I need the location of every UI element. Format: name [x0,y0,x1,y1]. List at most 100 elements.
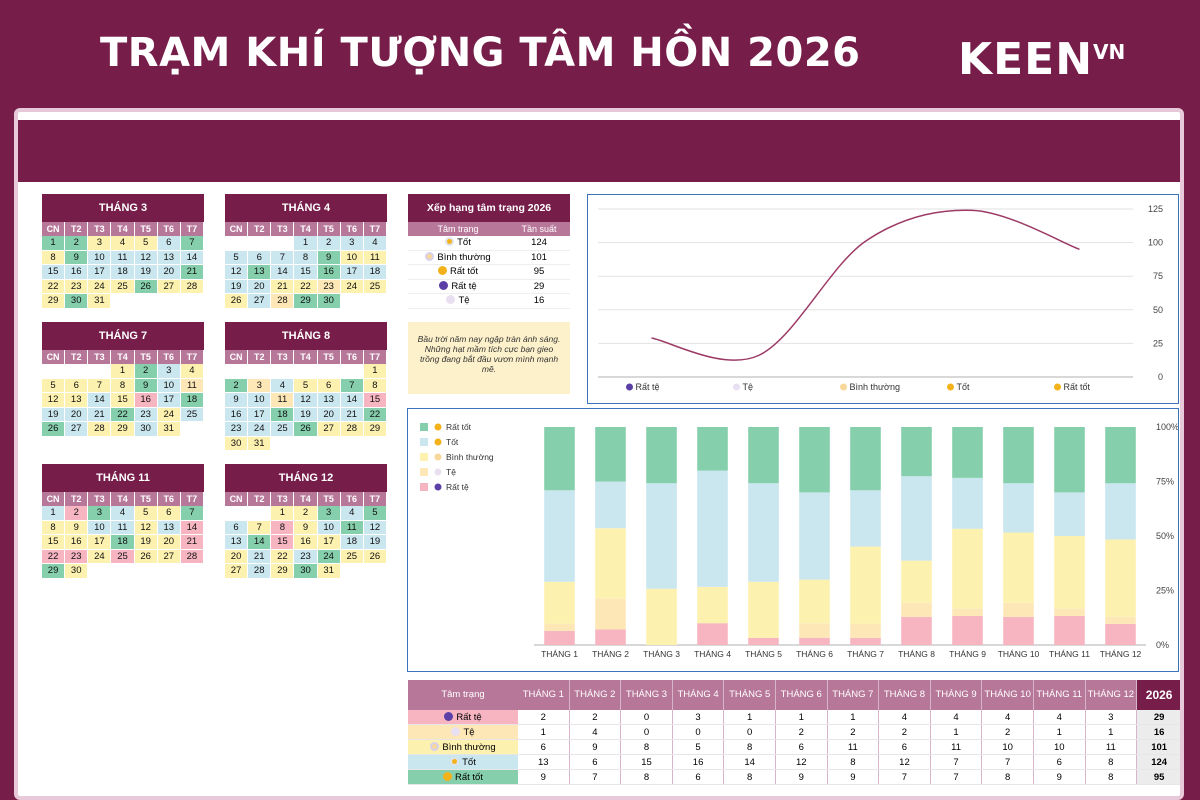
day-cell[interactable]: 23 [134,407,158,422]
day-cell[interactable]: 4 [180,364,204,379]
bar-segment[interactable] [1105,483,1136,540]
day-cell[interactable]: 22 [271,549,295,564]
table-cell[interactable]: 11 [1086,740,1138,754]
table-cell[interactable]: 6 [1034,755,1086,769]
day-cell[interactable]: 17 [88,535,112,550]
table-cell[interactable]: 2 [982,725,1034,739]
day-cell[interactable]: 13 [248,265,272,280]
day-cell[interactable]: 14 [180,520,204,535]
table-cell[interactable]: 2 [518,710,570,724]
table-cell[interactable]: 8 [621,740,673,754]
table-cell[interactable]: 15 [621,755,673,769]
day-cell[interactable]: 12 [225,265,249,280]
day-cell[interactable]: 9 [65,520,89,535]
bar-segment[interactable] [544,630,575,645]
day-cell[interactable]: 11 [271,393,295,408]
bar-segment[interactable] [799,623,830,638]
day-cell[interactable]: 27 [248,294,272,309]
table-cell[interactable]: 4 [931,710,983,724]
table-total-cell[interactable]: 101 [1137,740,1180,754]
bar-segment[interactable] [850,546,881,624]
day-cell[interactable]: 21 [340,407,364,422]
bar-segment[interactable] [595,629,626,645]
bar-segment[interactable] [1003,602,1034,617]
day-cell[interactable]: 25 [363,279,387,294]
day-cell[interactable]: 30 [65,564,89,579]
bar-segment[interactable] [544,623,575,631]
bar-segment[interactable] [952,615,983,645]
day-cell[interactable]: 1 [42,236,66,251]
table-cell[interactable]: 11 [931,740,983,754]
table-cell[interactable]: 0 [621,710,673,724]
day-cell[interactable]: 26 [363,549,387,564]
day-cell[interactable]: 3 [88,506,112,521]
table-cell[interactable]: 7 [570,770,622,784]
day-cell[interactable]: 2 [225,378,249,393]
day-cell[interactable]: 24 [88,279,112,294]
table-cell[interactable]: 13 [518,755,570,769]
table-cell[interactable]: 8 [621,770,673,784]
day-cell[interactable]: 20 [65,407,89,422]
day-cell[interactable]: 5 [294,378,318,393]
day-cell[interactable]: 24 [248,422,272,437]
day-cell[interactable]: 17 [340,265,364,280]
bar-segment[interactable] [595,427,626,482]
bar-segment[interactable] [1003,483,1034,533]
day-cell[interactable]: 10 [88,250,112,265]
bar-segment[interactable] [697,586,728,624]
day-cell[interactable]: 18 [111,535,135,550]
bar-segment[interactable] [850,637,881,645]
day-cell[interactable]: 16 [294,535,318,550]
table-cell[interactable]: 8 [724,740,776,754]
table-cell[interactable]: 6 [570,755,622,769]
day-cell[interactable]: 27 [65,422,89,437]
table-cell[interactable]: 7 [931,755,983,769]
day-cell[interactable]: 8 [42,520,66,535]
day-cell[interactable]: 21 [88,407,112,422]
day-cell[interactable]: 29 [111,422,135,437]
day-cell[interactable]: 16 [225,407,249,422]
table-cell[interactable]: 8 [982,770,1034,784]
bar-segment[interactable] [1003,616,1034,645]
day-cell[interactable]: 28 [180,549,204,564]
table-cell[interactable]: 16 [673,755,725,769]
day-cell[interactable]: 17 [317,535,341,550]
day-cell[interactable]: 30 [294,564,318,579]
day-cell[interactable]: 15 [42,265,66,280]
mood-line-chart[interactable]: 0 25 50 75 100 125 Rất tệ Tệ Bình thường Tốt Rất t… [587,194,1179,404]
day-cell[interactable]: 7 [340,378,364,393]
day-cell[interactable]: 6 [225,520,249,535]
day-cell[interactable]: 2 [294,506,318,521]
day-cell[interactable]: 11 [340,520,364,535]
table-cell[interactable]: 4 [1034,710,1086,724]
day-cell[interactable]: 26 [225,294,249,309]
table-cell[interactable]: 12 [776,755,828,769]
day-cell[interactable]: 10 [157,378,181,393]
bar-segment[interactable] [595,481,626,529]
table-cell[interactable]: 8 [1086,755,1138,769]
day-cell[interactable]: 2 [65,236,89,251]
day-cell[interactable]: 24 [157,407,181,422]
table-cell[interactable]: 8 [828,755,880,769]
table-cell[interactable]: 1 [776,710,828,724]
day-cell[interactable]: 29 [271,564,295,579]
day-cell[interactable]: 18 [340,535,364,550]
day-cell[interactable]: 23 [317,279,341,294]
day-cell[interactable]: 4 [271,378,295,393]
bar-segment[interactable] [1105,616,1136,624]
day-cell[interactable]: 22 [363,407,387,422]
series-line[interactable] [651,209,1080,361]
day-cell[interactable]: 12 [294,393,318,408]
day-cell[interactable]: 30 [134,422,158,437]
bar-segment[interactable] [799,637,830,645]
day-cell[interactable]: 9 [65,250,89,265]
table-cell[interactable]: 9 [518,770,570,784]
bar-segment[interactable] [748,427,779,484]
table-total-cell[interactable]: 95 [1137,770,1180,784]
table-total-cell[interactable]: 124 [1137,755,1180,769]
day-cell[interactable]: 25 [271,422,295,437]
day-cell[interactable]: 26 [42,422,66,437]
day-cell[interactable]: 4 [111,506,135,521]
day-cell[interactable]: 29 [294,294,318,309]
day-cell[interactable]: 22 [42,279,66,294]
